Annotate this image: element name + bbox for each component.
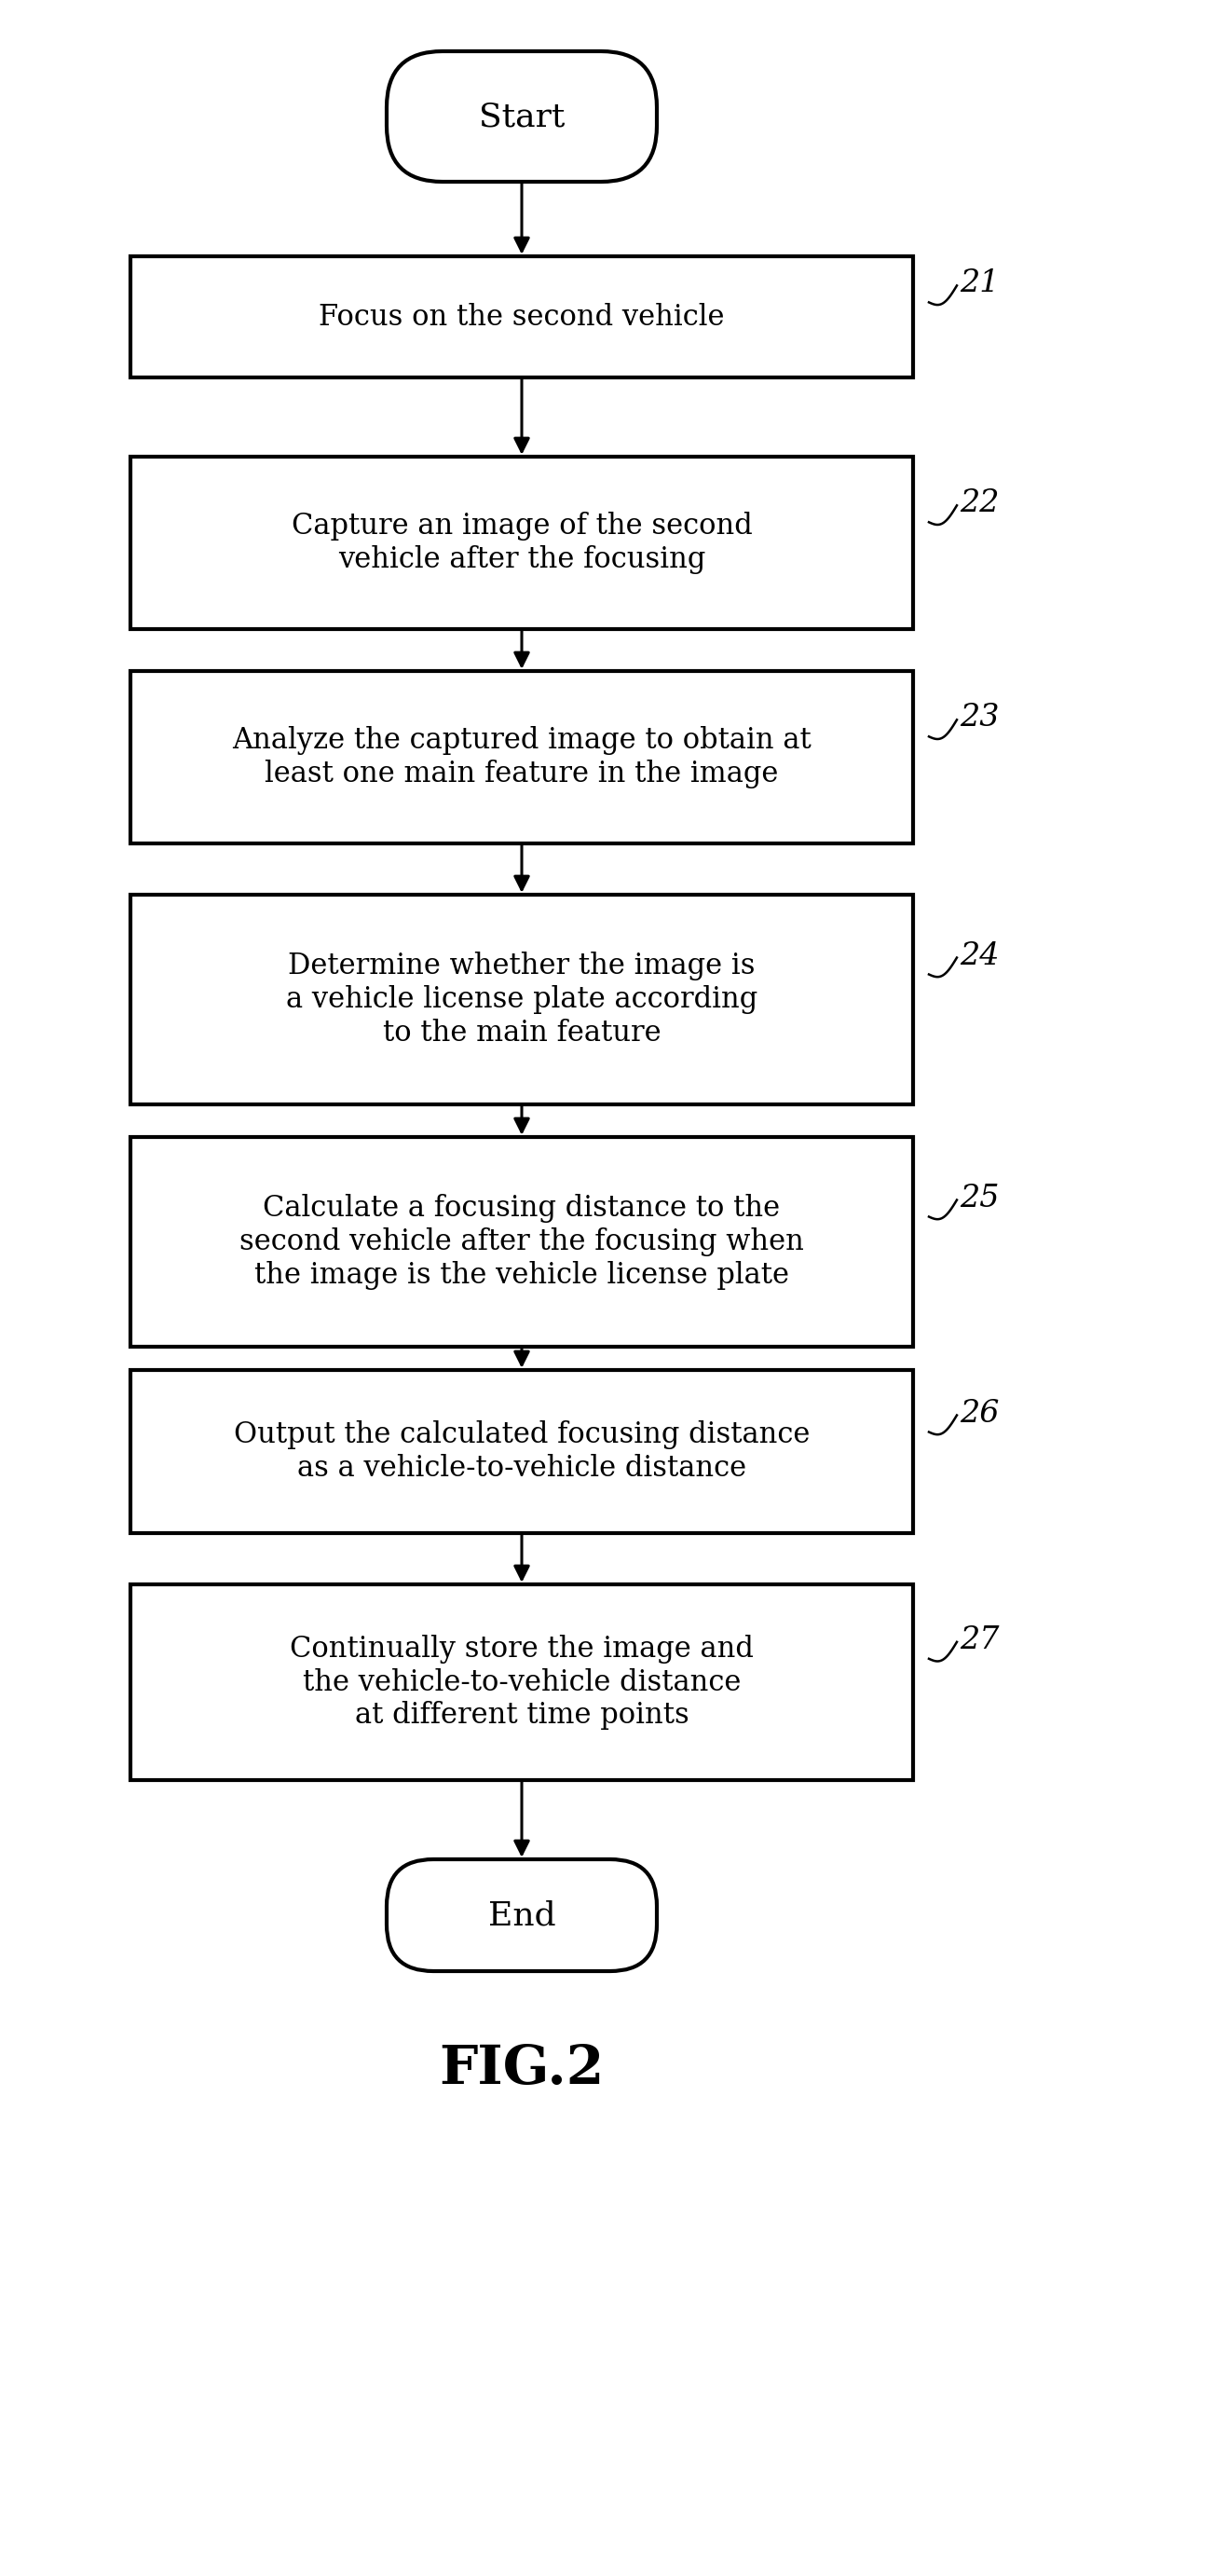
Text: Output the calculated focusing distance
as a vehicle-to-vehicle distance: Output the calculated focusing distance …	[233, 1419, 810, 1484]
Bar	[130, 1370, 913, 1533]
Text: Calculate a focusing distance to the
second vehicle after the focusing when
the : Calculate a focusing distance to the sec…	[239, 1195, 804, 1291]
Bar	[130, 255, 913, 379]
Text: Continually store the image and
the vehicle-to-vehicle distance
at different tim: Continually store the image and the vehi…	[290, 1633, 754, 1731]
Bar	[130, 894, 913, 1105]
Text: 23: 23	[959, 703, 999, 732]
FancyBboxPatch shape	[386, 1860, 657, 1971]
Text: 24: 24	[959, 940, 999, 971]
Bar	[130, 456, 913, 629]
Text: Start: Start	[478, 100, 565, 131]
Bar	[130, 1584, 913, 1780]
Bar	[130, 1136, 913, 1347]
Text: 22: 22	[959, 489, 999, 518]
Text: Focus on the second vehicle: Focus on the second vehicle	[319, 301, 725, 332]
Text: Capture an image of the second
vehicle after the focusing: Capture an image of the second vehicle a…	[291, 513, 753, 574]
Text: 21: 21	[959, 268, 999, 299]
Text: 26: 26	[959, 1399, 999, 1427]
Bar	[130, 670, 913, 842]
FancyBboxPatch shape	[386, 52, 657, 183]
Text: FIG.2: FIG.2	[439, 2043, 605, 2094]
Text: 25: 25	[959, 1182, 999, 1213]
Text: Analyze the captured image to obtain at
least one main feature in the image: Analyze the captured image to obtain at …	[232, 726, 811, 788]
Text: End: End	[488, 1899, 556, 1932]
Text: Determine whether the image is
a vehicle license plate according
to the main fea: Determine whether the image is a vehicle…	[287, 951, 758, 1048]
Text: 27: 27	[959, 1625, 999, 1654]
